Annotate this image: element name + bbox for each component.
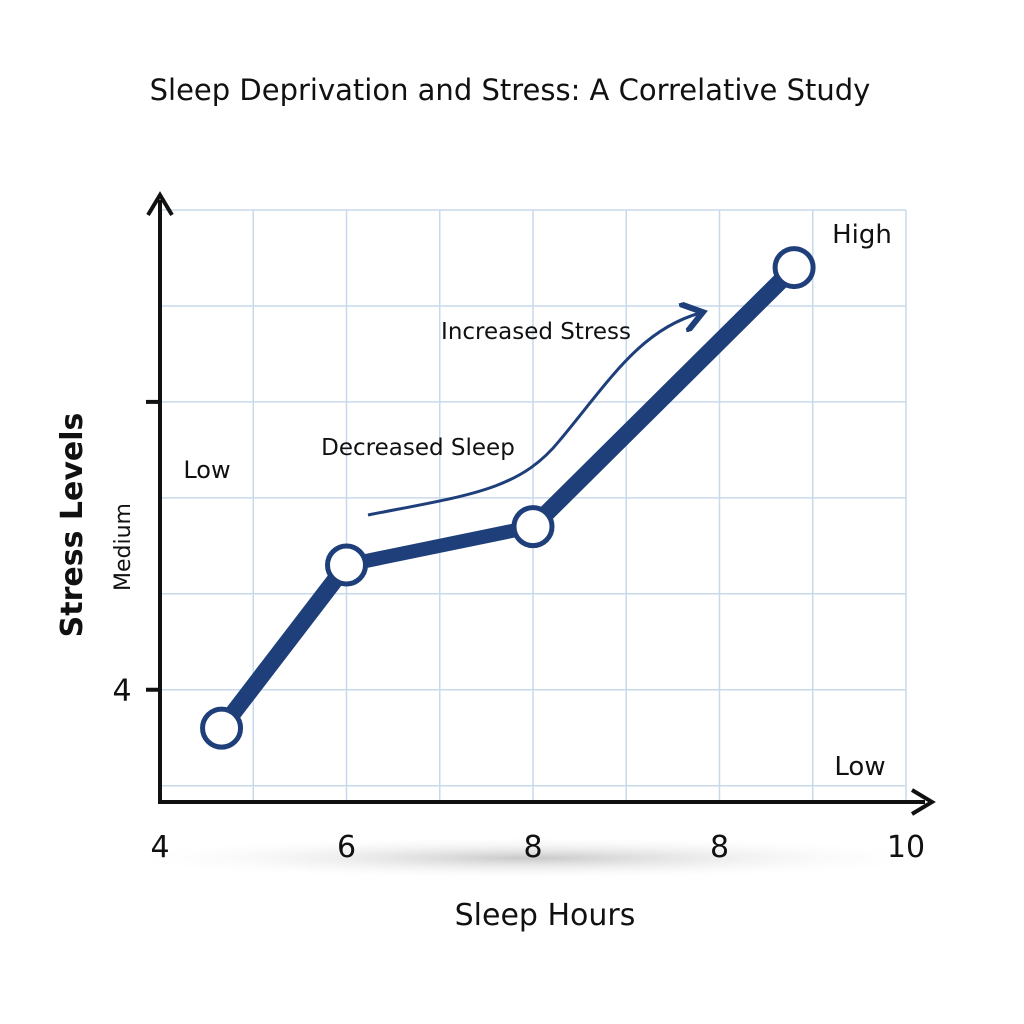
data-point <box>200 706 244 750</box>
axis-shadow <box>110 836 950 880</box>
data-point <box>772 246 816 290</box>
trend-arrow <box>367 313 700 517</box>
y-axis-arrow-icon <box>146 191 174 217</box>
y-label-medium: Medium <box>111 503 136 591</box>
x-tick-label: 8 <box>523 830 542 865</box>
y-label-low: Low <box>183 456 230 484</box>
x-axis-arrow-icon <box>910 788 936 816</box>
series-line-segment <box>213 556 355 737</box>
y-tick-label: 4 <box>112 674 131 709</box>
chart-title: Sleep Deprivation and Stress: A Correlat… <box>150 73 871 107</box>
label-high: High <box>832 220 892 250</box>
x-tick-label: 6 <box>337 830 356 865</box>
axes <box>146 191 936 816</box>
x-axis-label: Sleep Hours <box>455 898 636 933</box>
data-point <box>511 505 555 549</box>
annotation-increased-stress: Increased Stress <box>441 319 631 345</box>
label-low-right: Low <box>834 752 885 782</box>
series-line-segment <box>524 259 803 536</box>
series-line-segment <box>339 519 540 573</box>
annotation-decreased-sleep: Decreased Sleep <box>321 435 515 461</box>
x-tick-label: 10 <box>887 830 925 865</box>
x-tick-label: 8 <box>710 830 729 865</box>
data-point <box>325 543 368 587</box>
y-axis-label: Stress Levels <box>55 413 90 638</box>
x-tick-label: 4 <box>150 830 169 865</box>
